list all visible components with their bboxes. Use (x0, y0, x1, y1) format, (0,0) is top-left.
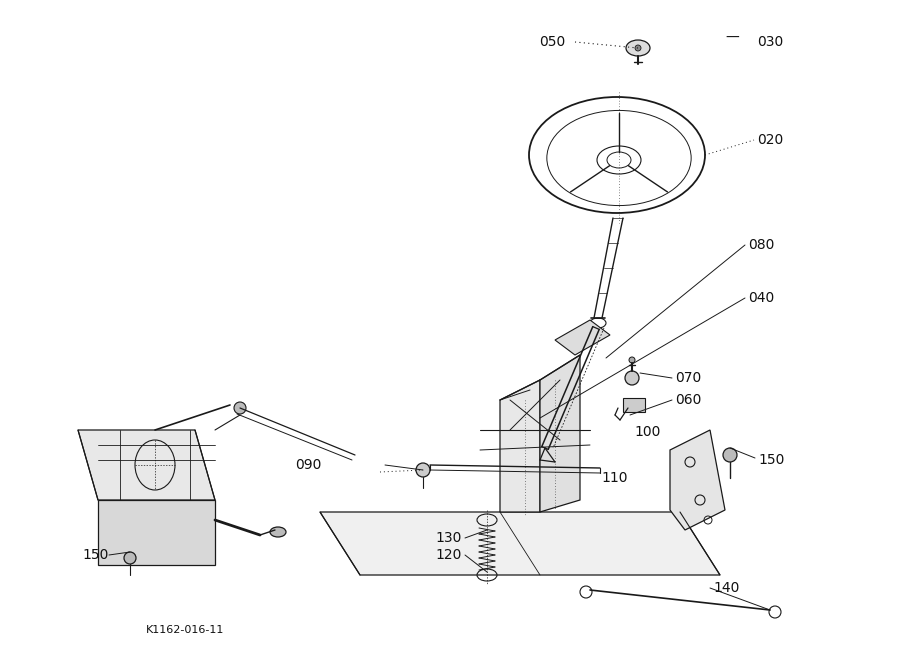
Circle shape (635, 45, 641, 51)
Polygon shape (555, 320, 610, 355)
Polygon shape (98, 500, 215, 565)
Polygon shape (623, 398, 645, 412)
Text: 020: 020 (757, 133, 783, 147)
Text: 100: 100 (634, 425, 661, 439)
Ellipse shape (270, 527, 286, 537)
Polygon shape (78, 430, 215, 500)
Circle shape (416, 463, 430, 477)
Circle shape (124, 552, 136, 564)
Circle shape (625, 371, 639, 385)
Circle shape (723, 448, 737, 462)
Polygon shape (540, 355, 580, 512)
Ellipse shape (626, 40, 650, 56)
Text: 030: 030 (757, 35, 783, 49)
Text: 090: 090 (295, 458, 322, 472)
Text: 040: 040 (748, 291, 774, 305)
Text: 150: 150 (758, 453, 785, 467)
Text: K1162-016-11: K1162-016-11 (146, 625, 224, 635)
Polygon shape (320, 512, 720, 575)
Text: —: — (725, 31, 739, 45)
Text: 140: 140 (713, 581, 740, 595)
Text: 130: 130 (435, 531, 461, 545)
Circle shape (234, 402, 246, 414)
Text: 070: 070 (675, 371, 701, 385)
Text: 080: 080 (748, 238, 775, 252)
Text: 050: 050 (539, 35, 565, 49)
Text: 150: 150 (82, 548, 108, 562)
Circle shape (629, 357, 635, 363)
Polygon shape (500, 380, 540, 512)
Text: 120: 120 (435, 548, 461, 562)
Text: 060: 060 (675, 393, 701, 407)
Text: 110: 110 (601, 471, 628, 485)
Polygon shape (670, 430, 725, 530)
